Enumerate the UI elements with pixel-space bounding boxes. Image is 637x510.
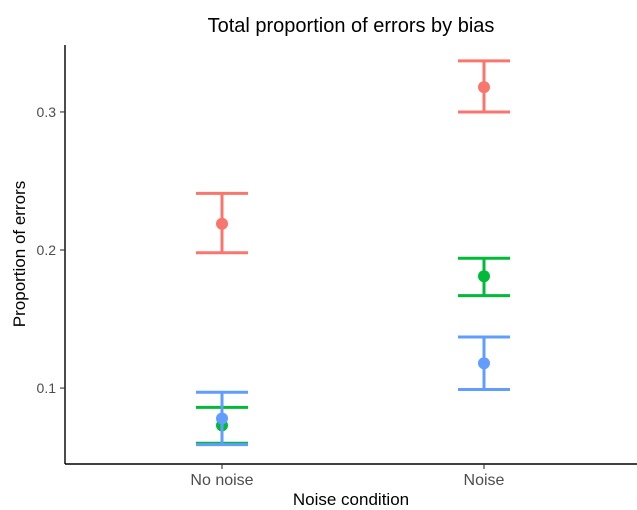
data-point [478, 270, 490, 283]
x-tick-label: No noise [190, 472, 253, 489]
tick-group: 0.1 0.2 0.3 No noise Noise [37, 104, 505, 489]
y-tick-label: 0.2 [37, 242, 57, 258]
y-tick-label: 0.1 [37, 380, 57, 396]
data-point [216, 217, 228, 230]
x-tick-label: Noise [464, 472, 505, 489]
data-point [216, 412, 228, 425]
data-point [478, 81, 490, 94]
x-axis-title: Noise condition [293, 490, 409, 509]
y-axis-title: Proportion of errors [10, 181, 29, 327]
data-point [478, 357, 490, 370]
axes [64, 45, 637, 465]
y-tick-label: 0.3 [37, 104, 57, 120]
data-marks [196, 59, 510, 447]
chart-title: Total proportion of errors by bias [208, 15, 495, 37]
